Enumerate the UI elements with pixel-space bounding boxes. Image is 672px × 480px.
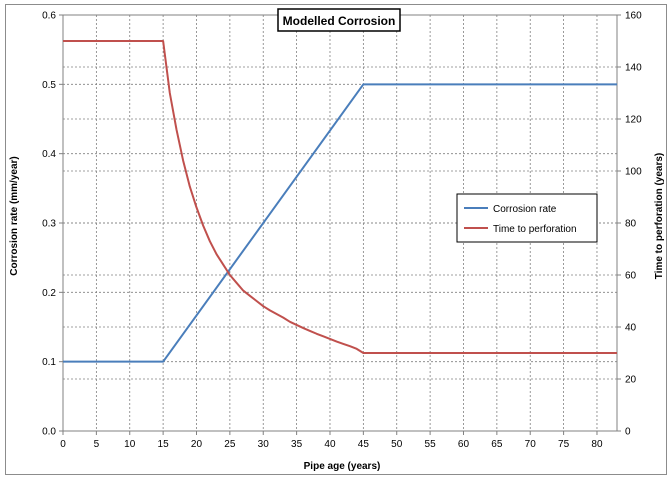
x-tick-label: 5 xyxy=(94,439,100,450)
y-tick-label: 0.5 xyxy=(42,80,56,91)
x-tick-label: 15 xyxy=(158,439,170,450)
y-tick-label: 0.6 xyxy=(42,11,56,22)
y2-tick-label: 40 xyxy=(625,323,637,334)
x-tick-label: 75 xyxy=(558,439,570,450)
y2-tick-label: 0 xyxy=(625,427,631,438)
legend-label-time-to-perforation: Time to perforation xyxy=(493,224,577,235)
y-tick-label: 0.2 xyxy=(42,288,56,299)
axes: 0 5 10 15 20 25 30 35 40 45 50 55 60 65 70 75 80 0.0 0.1 0.… xyxy=(42,11,642,451)
y2-tick-label: 160 xyxy=(625,11,642,22)
x-tick-label: 55 xyxy=(425,439,437,450)
x-tick-label: 10 xyxy=(124,439,136,450)
y-tick-label: 0.1 xyxy=(42,357,56,368)
x-tick-label: 65 xyxy=(491,439,503,450)
x-tick-label: 0 xyxy=(60,439,66,450)
y2-tick-label: 60 xyxy=(625,271,637,282)
y-tick-label: 0.4 xyxy=(42,149,56,160)
x-tick-label: 80 xyxy=(591,439,603,450)
legend-box xyxy=(456,193,598,243)
y2-tick-label: 100 xyxy=(625,167,642,178)
x-tick-label: 50 xyxy=(391,439,403,450)
x-tick-label: 60 xyxy=(458,439,470,450)
chart-title-box: Modelled Corrosion xyxy=(277,8,401,32)
y-tick-label: 0.3 xyxy=(42,219,56,230)
x-tick-label: 20 xyxy=(191,439,203,450)
y2-tick-label: 80 xyxy=(625,219,637,230)
x-axis-label: Pipe age (years) xyxy=(304,461,381,472)
x-tick-label: 25 xyxy=(224,439,236,450)
x-tick-label: 40 xyxy=(324,439,336,450)
y2-tick-label: 20 xyxy=(625,375,637,386)
x-tick-label: 35 xyxy=(291,439,303,450)
y2-tick-label: 140 xyxy=(625,63,642,74)
y-axis-label: Corrosion rate (mm/year) xyxy=(9,156,20,275)
x-tick-label: 30 xyxy=(258,439,270,450)
y-tick-label: 0.0 xyxy=(42,427,56,438)
x-tick-label: 45 xyxy=(358,439,370,450)
y2-tick-label: 120 xyxy=(625,115,642,126)
y2-axis-label: Time to perforation (years) xyxy=(654,153,665,280)
series-line-corrosion-rate xyxy=(63,83,617,363)
series-line-time-to-perforation xyxy=(63,40,617,354)
series-layer xyxy=(63,40,617,363)
legend-label-corrosion-rate: Corrosion rate xyxy=(493,204,557,215)
legend: Corrosion rate Time to perforation xyxy=(456,193,598,243)
x-tick-label: 70 xyxy=(525,439,537,450)
chart-title: Modelled Corrosion xyxy=(283,14,396,28)
